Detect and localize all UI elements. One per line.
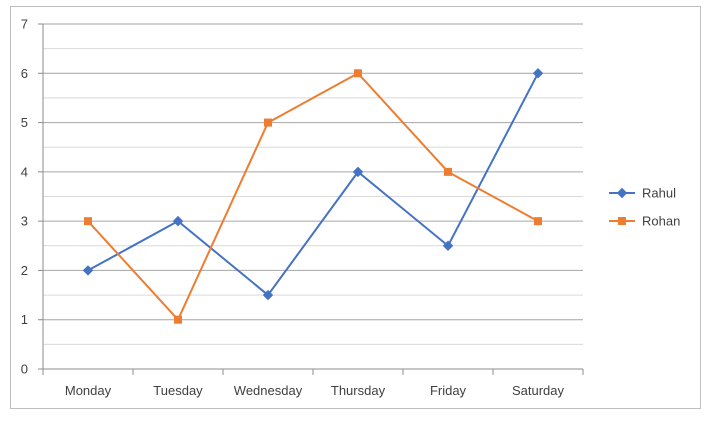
x-tick-label: Friday (430, 383, 467, 398)
data-point-rohan (444, 167, 452, 176)
axes: 0 1 2 3 4 5 6 7 Monday Tuesday Wednesday Thursday Fr… (21, 17, 584, 398)
y-tick-label: 5 (21, 115, 28, 130)
legend-item-rahul: Rahul (609, 186, 676, 201)
legend-label: Rahul (642, 186, 676, 201)
gridlines (43, 23, 583, 345)
legend-label: Rohan (642, 214, 680, 229)
data-point-rahul (172, 215, 184, 227)
series-layer (82, 68, 544, 324)
x-tick-label: Monday (65, 383, 112, 398)
data-point-rohan (84, 217, 92, 226)
y-tick-label: 2 (21, 263, 28, 278)
x-tick-label: Tuesday (153, 383, 203, 398)
series-rahul (82, 68, 544, 301)
data-point-rohan (174, 315, 182, 324)
legend-item-rohan: Rohan (609, 214, 680, 229)
series-line-rohan (87, 72, 539, 321)
data-point-rahul (82, 265, 94, 276)
data-point-rahul (442, 240, 454, 251)
legend: Rahul Rohan (609, 186, 680, 229)
x-tick-label: Wednesday (234, 383, 303, 398)
y-tick-label: 6 (21, 66, 28, 81)
y-tick-label: 7 (21, 17, 28, 32)
y-tick-label: 4 (21, 164, 28, 179)
legend-swatch-marker (618, 217, 626, 225)
data-point-rahul (532, 68, 544, 79)
data-point-rahul (262, 289, 274, 301)
x-tick-label: Saturday (512, 383, 565, 398)
series-rohan (84, 69, 542, 324)
x-tick-label: Thursday (331, 383, 386, 398)
data-point-rohan (354, 69, 362, 78)
legend-swatch-marker (616, 187, 628, 199)
y-tick-label: 1 (21, 312, 28, 327)
data-point-rahul (352, 166, 364, 178)
y-tick-label: 3 (21, 214, 28, 229)
y-tick-label: 0 (21, 362, 28, 377)
data-point-rohan (534, 217, 542, 226)
series-line-rahul (87, 72, 539, 297)
data-point-rohan (264, 118, 272, 127)
